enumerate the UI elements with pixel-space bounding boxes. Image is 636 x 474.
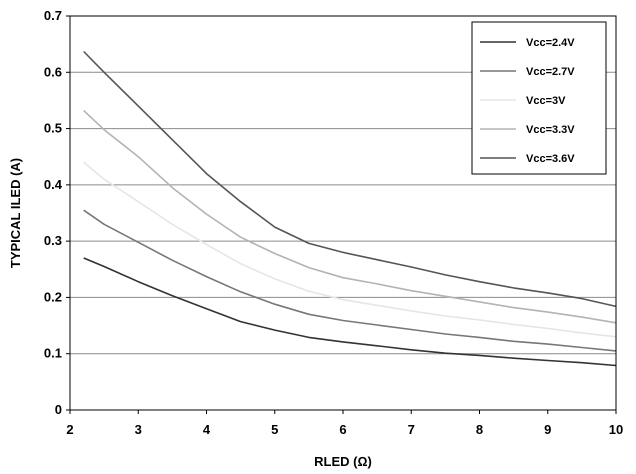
y-tick-label: 0.3 xyxy=(44,233,62,248)
series-line-5 xyxy=(83,50,617,308)
x-tick-labels: 2 3 4 5 6 7 8 9 10 xyxy=(66,422,623,437)
y-tick-label: 0.6 xyxy=(44,64,62,79)
y-tick-label: 0.7 xyxy=(44,8,62,23)
y-tick-label: 0 xyxy=(55,402,62,417)
axes xyxy=(66,15,617,414)
y-tick-labels: 0 0.1 0.2 0.3 0.4 0.5 0.6 0.7 xyxy=(44,8,63,417)
x-tick-label: 2 xyxy=(66,422,73,437)
x-tick-label: 10 xyxy=(609,422,623,437)
y-tick-label: 0.2 xyxy=(44,289,62,304)
legend: Vcc=2.4V Vcc=2.7V Vcc=3V Vcc=3.3V Vcc=3.6V xyxy=(471,21,607,175)
x-tick-label: 7 xyxy=(408,422,415,437)
series-lines xyxy=(83,50,617,367)
series-line-2 xyxy=(83,209,617,352)
legend-box xyxy=(471,21,607,175)
y-tick-label: 0.1 xyxy=(44,346,62,361)
legend-label: Vcc=3V xyxy=(526,95,566,107)
series-line-3 xyxy=(83,161,617,338)
y-tick-label: 0.5 xyxy=(44,121,62,136)
y-axis-title: TYPICAL ILED (A) xyxy=(8,158,23,268)
x-tick-label: 5 xyxy=(271,422,278,437)
x-tick-label: 8 xyxy=(476,422,483,437)
y-tick-label: 0.4 xyxy=(44,177,63,192)
x-axis-title: RLED (Ω) xyxy=(314,454,372,469)
legend-label: Vcc=3.6V xyxy=(526,153,575,165)
x-tick-label: 4 xyxy=(203,422,211,437)
x-tick-label: 6 xyxy=(339,422,346,437)
series-line-1 xyxy=(83,257,617,367)
legend-label: Vcc=3.3V xyxy=(526,124,575,136)
legend-label: Vcc=2.7V xyxy=(526,66,575,78)
x-tick-label: 3 xyxy=(135,422,142,437)
legend-label: Vcc=2.4V xyxy=(526,37,575,49)
series-line-4 xyxy=(83,110,617,324)
x-tick-label: 9 xyxy=(544,422,551,437)
